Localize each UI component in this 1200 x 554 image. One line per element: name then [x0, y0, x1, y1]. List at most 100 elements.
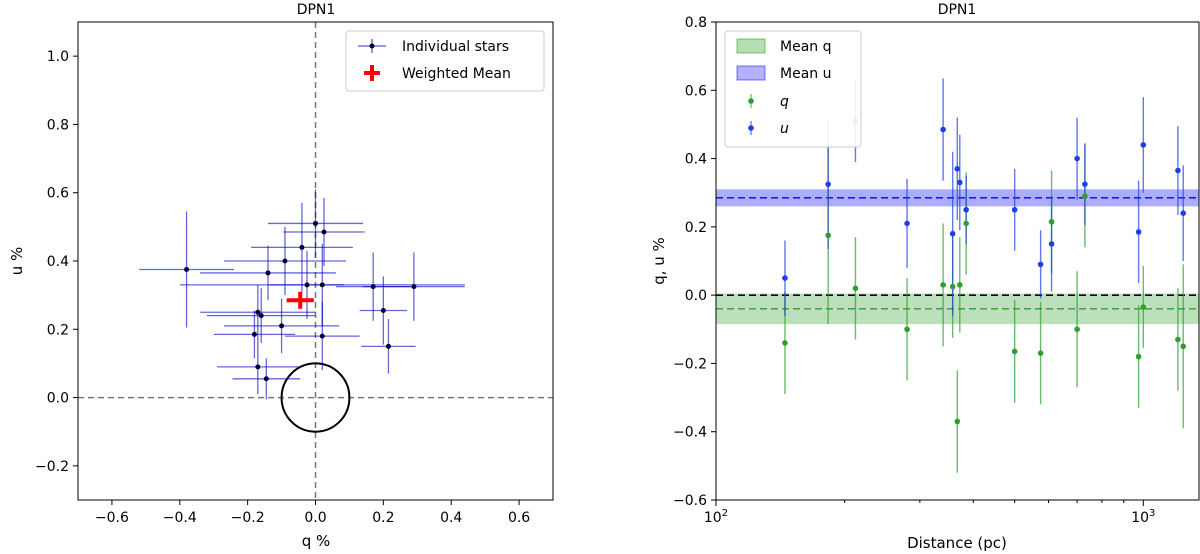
star-point-12: [380, 308, 386, 314]
u-point-5: [949, 230, 956, 237]
star-point-11: [258, 313, 264, 319]
u-point-10: [1037, 261, 1044, 268]
star-point-3: [321, 229, 327, 235]
u-point-16: [1175, 167, 1181, 174]
star-point-10: [255, 309, 261, 315]
u-point-8: [963, 206, 969, 213]
right-y-tick-label: 0.2: [685, 220, 707, 236]
q-point-11: [1048, 218, 1055, 225]
legend-label-mean-u: Mean u: [780, 66, 831, 82]
star-point-5: [265, 270, 271, 276]
left-y-tick-label: 0.2: [47, 322, 69, 338]
u-point-7: [956, 179, 963, 186]
left-x-tick-label: 0.4: [440, 510, 462, 526]
u-point-13: [1082, 181, 1088, 187]
left-points: [184, 220, 417, 382]
u-point-0: [782, 275, 788, 281]
legend-swatch-mean-u: [736, 65, 766, 81]
star-point-7: [319, 282, 325, 288]
u-point-15: [1140, 142, 1147, 148]
right-x-tick-label: 103: [1131, 508, 1155, 526]
legend-label-mean-q: Mean q: [780, 39, 831, 55]
left-zero-circle: [280, 362, 351, 433]
u-point-1: [825, 181, 831, 187]
left-x-tick-label: 0.6: [508, 510, 530, 526]
star-point-4: [282, 258, 288, 264]
right-legend-box: [724, 30, 862, 148]
right-y-tick-label: 0.6: [685, 83, 707, 99]
q-point-5: [949, 283, 956, 290]
q-point-7: [956, 282, 963, 288]
q-point-3: [904, 326, 910, 333]
legend-swatch-weighted-mean: [364, 65, 380, 81]
q-point-17: [1180, 343, 1187, 350]
q-point-9: [1011, 348, 1018, 355]
u-point-12: [1074, 155, 1080, 162]
right-y-tick-label: −0.2: [673, 356, 707, 372]
u-point-6: [954, 166, 961, 172]
right-x-tick-label: 102: [704, 508, 728, 526]
left-y-tick-label: −0.2: [35, 459, 69, 475]
left-weighted-mean: [286, 291, 314, 309]
legend-swatch-individual-stars: [358, 39, 386, 53]
u-point-9: [1011, 206, 1018, 213]
q-point-2: [852, 285, 859, 292]
q-point-0: [782, 340, 788, 346]
left-y-ticks: −0.2 0.0 0.2 0.4 0.6 0.8 1.0: [35, 49, 78, 475]
star-point-14: [319, 333, 325, 339]
right-mean-bands: [716, 189, 1199, 325]
left-x-tick-label: −0.2: [231, 510, 265, 526]
right-y-axis-label: q, u %: [650, 237, 668, 285]
q-point-14: [1135, 353, 1142, 360]
left-chart: DPN1 −0.6 −0.4 −0.2 0.0 0.2 0.4 0.6 −0.2 0.0 0.2…: [8, 2, 554, 550]
star-point-13: [279, 323, 285, 329]
q-point-15: [1140, 304, 1147, 310]
star-point-1: [299, 244, 305, 250]
u-point-3: [904, 220, 910, 227]
star-point-8: [370, 284, 376, 290]
left-x-tick-label: 0.2: [372, 510, 394, 526]
right-legend: Mean q Mean u q u: [724, 30, 862, 148]
star-point-6: [304, 282, 310, 288]
right-chart-title: DPN1: [938, 2, 977, 18]
q-point-6: [954, 418, 961, 425]
right-y-tick-label: −0.4: [673, 425, 707, 441]
left-reference-lines: [78, 22, 553, 500]
legend-swatch-q: [748, 94, 754, 108]
legend-label-u: u: [780, 121, 789, 137]
right-y-tick-label: 0.4: [685, 152, 707, 168]
u-point-17: [1180, 210, 1187, 216]
star-point-15: [251, 331, 257, 337]
legend-label-q: q: [780, 94, 789, 110]
right-x-ticks: 102 103: [704, 500, 1155, 526]
q-point-8: [963, 220, 969, 227]
right-y-tick-label: 0.0: [685, 288, 707, 304]
left-y-tick-label: 0.8: [47, 117, 69, 133]
right-plot-frame: [715, 21, 1200, 501]
right-x-axis-label: Distance (pc): [907, 534, 1007, 552]
q-point-13: [1082, 193, 1088, 199]
left-chart-title: DPN1: [297, 2, 336, 18]
left-x-ticks: −0.6 −0.4 −0.2 0.0 0.2 0.4 0.6: [95, 500, 530, 526]
star-point-18: [263, 376, 269, 382]
left-y-axis-label: u %: [8, 247, 26, 276]
star-point-2: [313, 220, 318, 226]
left-y-tick-label: 0.0: [47, 391, 69, 407]
right-y-ticks: −0.6 −0.4 −0.2 0.0 0.2 0.4 0.6 0.8: [673, 15, 716, 509]
left-x-tick-label: 0.0: [304, 510, 326, 526]
right-points: [782, 118, 1187, 425]
u-point-4: [940, 126, 946, 133]
left-legend: Individual stars Weighted Mean: [345, 30, 545, 92]
q-point-12: [1074, 326, 1080, 333]
left-x-tick-label: −0.6: [95, 510, 129, 526]
right-y-tick-label: −0.6: [673, 493, 707, 509]
left-circle-layer: [280, 362, 351, 433]
left-y-tick-label: 1.0: [47, 49, 69, 65]
q-point-4: [940, 282, 946, 288]
star-point-0: [184, 267, 190, 273]
left-y-tick-label: 0.4: [47, 254, 69, 270]
left-x-axis-label: q %: [302, 532, 331, 550]
legend-label-individual-stars: Individual stars: [402, 39, 509, 55]
right-chart: DPN1 102 103 −0.6−0.4−0.20.00.20.40.60.8 …: [650, 2, 1200, 552]
